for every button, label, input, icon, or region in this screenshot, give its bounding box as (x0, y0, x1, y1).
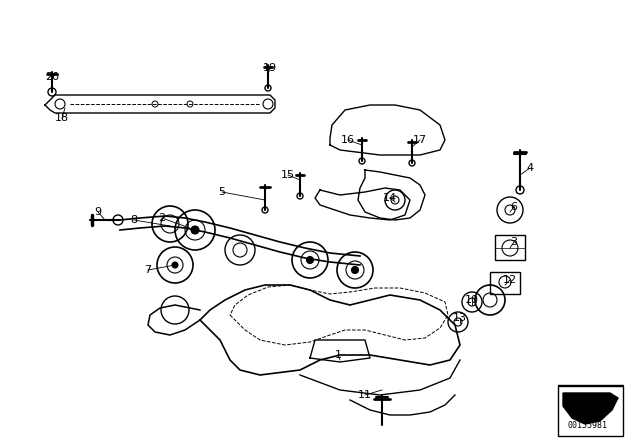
Bar (558, 386, 623, 436)
Polygon shape (563, 393, 618, 424)
Text: 3: 3 (511, 237, 518, 247)
Text: 8: 8 (131, 215, 138, 225)
Text: 15: 15 (281, 170, 295, 180)
Circle shape (307, 257, 314, 263)
Text: 20: 20 (45, 72, 59, 82)
Text: 17: 17 (413, 135, 427, 145)
Text: 6: 6 (511, 202, 518, 212)
Text: 11: 11 (358, 390, 372, 400)
Text: 4: 4 (527, 163, 534, 173)
Circle shape (351, 267, 358, 273)
Text: 1: 1 (335, 350, 342, 360)
Text: 00155981: 00155981 (568, 421, 608, 430)
Circle shape (172, 262, 178, 268)
Text: 12: 12 (503, 275, 517, 285)
Text: 7: 7 (145, 265, 152, 275)
Bar (495, 235, 525, 260)
Text: 14: 14 (383, 193, 397, 203)
Text: 18: 18 (55, 113, 69, 123)
Bar (490, 272, 520, 294)
Text: 16: 16 (341, 135, 355, 145)
Circle shape (191, 226, 199, 234)
Text: 9: 9 (95, 207, 102, 217)
Text: 2: 2 (159, 213, 166, 223)
Text: 5: 5 (218, 187, 225, 197)
Text: 10: 10 (465, 295, 479, 305)
Text: 19: 19 (263, 63, 277, 73)
Text: 13: 13 (453, 313, 467, 323)
